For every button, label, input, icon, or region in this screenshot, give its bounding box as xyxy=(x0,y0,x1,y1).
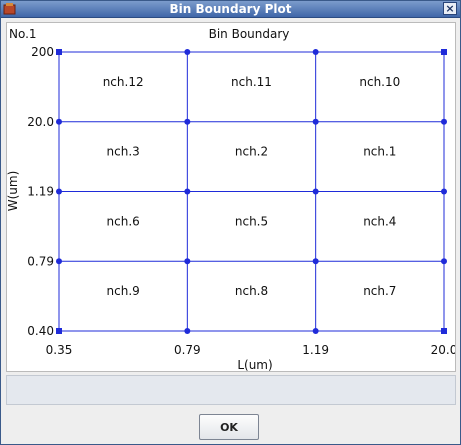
boundary-node[interactable] xyxy=(56,49,62,55)
plot-area: No.1 Bin Boundary W(um) L(um) 200 20.0 1.1… xyxy=(6,22,456,372)
title-bar[interactable]: Bin Boundary Plot × xyxy=(1,1,460,18)
boundary-node[interactable] xyxy=(184,49,191,55)
bin-cell-label[interactable]: nch.3 xyxy=(107,145,140,159)
y-tick-label: 0.40 xyxy=(27,324,54,338)
boundary-node[interactable] xyxy=(441,258,447,265)
bin-cell-label[interactable]: nch.1 xyxy=(363,145,396,159)
boundary-node[interactable] xyxy=(441,49,447,55)
boundary-node[interactable] xyxy=(184,258,191,265)
x-tick-label: 20.0 xyxy=(431,343,455,357)
boundary-grid xyxy=(56,49,447,334)
bin-cell-label[interactable]: nch.8 xyxy=(235,284,268,298)
boundary-node[interactable] xyxy=(56,328,62,334)
bin-cell-label[interactable]: nch.11 xyxy=(231,75,272,89)
boundary-node[interactable] xyxy=(312,49,319,55)
close-icon: × xyxy=(445,2,455,15)
bin-cell-label[interactable]: nch.12 xyxy=(103,75,144,89)
boundary-node[interactable] xyxy=(184,188,191,195)
y-tick-label: 200 xyxy=(31,45,54,59)
boundary-node[interactable] xyxy=(441,188,447,195)
boundary-node[interactable] xyxy=(312,188,319,195)
bin-cell-label[interactable]: nch.7 xyxy=(363,284,396,298)
x-tick-label: 0.79 xyxy=(174,343,201,357)
x-tick-label: 0.35 xyxy=(46,343,73,357)
x-axis-label: L(um) xyxy=(237,358,272,371)
y-tick-label: 1.19 xyxy=(27,185,54,199)
status-bar xyxy=(6,375,456,405)
bin-boundary-plot: No.1 Bin Boundary W(um) L(um) 200 20.0 1.1… xyxy=(7,27,455,371)
plot-title: Bin Boundary xyxy=(209,27,290,41)
bin-cell-label[interactable]: nch.9 xyxy=(107,284,140,298)
boundary-node[interactable] xyxy=(312,118,319,125)
close-button[interactable]: × xyxy=(443,2,457,15)
boundary-node[interactable] xyxy=(56,258,62,265)
boundary-node[interactable] xyxy=(56,118,62,125)
app-icon xyxy=(3,3,16,15)
bin-cell-label[interactable]: nch.5 xyxy=(235,214,268,228)
boundary-node[interactable] xyxy=(184,118,191,125)
y-axis-label: W(um) xyxy=(7,171,20,212)
axis-ticks: 200 20.0 1.19 0.79 0.40 0.35 0.79 1.19 20.0 xyxy=(27,45,455,357)
boundary-node[interactable] xyxy=(441,118,447,125)
boundary-node[interactable] xyxy=(312,258,319,265)
boundary-node[interactable] xyxy=(441,328,447,334)
bin-cell-label[interactable]: nch.10 xyxy=(359,75,400,89)
boundary-node[interactable] xyxy=(56,188,62,195)
y-tick-label: 0.79 xyxy=(27,254,54,268)
bin-cell-label[interactable]: nch.2 xyxy=(235,145,268,159)
ok-button[interactable]: OK xyxy=(199,414,259,440)
plot-id-label: No.1 xyxy=(9,27,37,41)
boundary-node[interactable] xyxy=(312,328,319,334)
window-title: Bin Boundary Plot xyxy=(169,2,292,16)
y-tick-label: 20.0 xyxy=(27,115,54,129)
bin-cell-label[interactable]: nch.6 xyxy=(107,214,140,228)
boundary-node[interactable] xyxy=(184,328,191,334)
bin-cell-label[interactable]: nch.4 xyxy=(363,214,396,228)
x-tick-label: 1.19 xyxy=(302,343,329,357)
bin-cells: nch.12 nch.11 nch.10 nch.3 nch.2 nch.1 nch.6 nc… xyxy=(103,75,401,298)
